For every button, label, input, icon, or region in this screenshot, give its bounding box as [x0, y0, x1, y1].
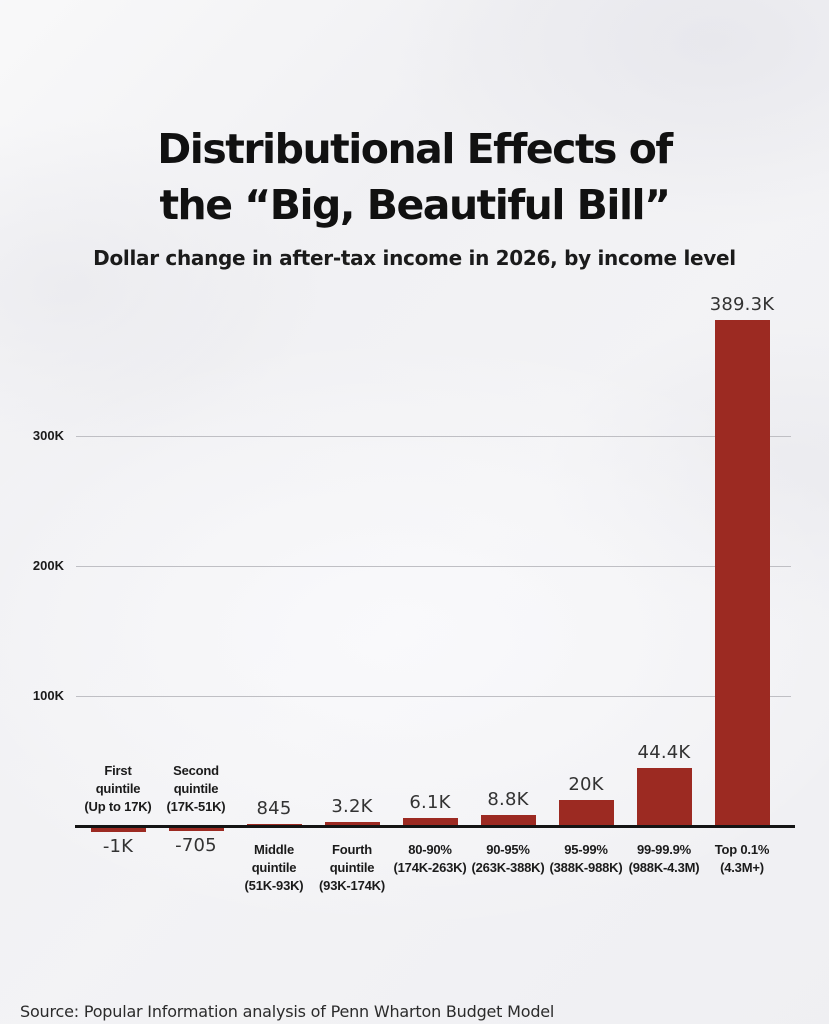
bar-category-label-line: Second — [173, 763, 219, 778]
bar-category-label-line: (93K-174K) — [319, 878, 385, 893]
bar-value-label: -705 — [175, 835, 217, 856]
bar-category-label: 95-99% (388K-988K) — [531, 841, 641, 877]
bar-category-label: First quintile (Up to 17K) — [63, 762, 173, 816]
bar-category-label-line: (Up to 17K) — [84, 799, 152, 814]
bar-category-label-line: (174K-263K) — [393, 860, 467, 875]
bar-category-label: 99-99.9% (988K-4.3M) — [609, 841, 719, 877]
gridline — [76, 696, 791, 697]
bar-category-label-line: quintile — [95, 781, 141, 796]
gridline — [76, 436, 791, 437]
bar-category-label-line: (263K-388K) — [471, 860, 545, 875]
bar — [324, 822, 380, 826]
bar-value-label: 3.2K — [331, 796, 373, 817]
bar-category-label-line: Middle — [254, 842, 294, 857]
bar-category-label-line: (4.3M+) — [720, 860, 764, 875]
bar-category-label: Second quintile (17K-51K) — [141, 762, 251, 816]
bar-category-label-line: (51K-93K) — [244, 878, 304, 893]
bar-value-label: -1K — [102, 836, 134, 857]
x-axis-line — [75, 825, 795, 828]
bar-value-label: 44.4K — [637, 742, 691, 763]
bar-value-label: 6.1K — [409, 792, 451, 813]
bar-value-label: 389.3K — [709, 294, 775, 315]
chart-title-line2: the “Big, Beautiful Bill” — [159, 181, 671, 230]
bar — [558, 800, 614, 826]
bar — [714, 320, 770, 826]
bar — [480, 815, 536, 826]
bar-category-label: Fourth quintile (93K-174K) — [297, 841, 407, 895]
bar-category-label-line: quintile — [329, 860, 375, 875]
bar-category-label-line: (17K-51K) — [166, 799, 226, 814]
bar-category-label-line: 80-90% — [408, 842, 452, 857]
bar — [636, 768, 692, 826]
bar — [90, 828, 146, 832]
bar-category-label-line: (988K-4.3M) — [628, 860, 700, 875]
bar — [168, 828, 224, 831]
bar-category-label: Top 0.1% (4.3M+) — [687, 841, 797, 877]
bar-category-label-line: First — [104, 763, 132, 778]
bar-value-label: 845 — [256, 798, 292, 819]
bar-value-label: 8.8K — [487, 789, 529, 810]
chart-title-line1: Distributional Effects of — [157, 125, 673, 174]
y-axis-tick-label: 100K — [32, 688, 64, 703]
bar-value-label: 20K — [568, 774, 604, 795]
bar-category-label-line: (388K-988K) — [549, 860, 623, 875]
bar-category-label: 80-90% (174K-263K) — [375, 841, 485, 877]
gridline — [76, 566, 791, 567]
bar-category-label-line: 90-95% — [486, 842, 530, 857]
chart-title: Distributional Effects of the “Big, Beaut… — [0, 121, 829, 233]
bar-category-label: 90-95% (263K-388K) — [453, 841, 563, 877]
bar-category-label-line: 95-99% — [564, 842, 608, 857]
chart-subtitle: Dollar change in after-tax income in 202… — [93, 246, 736, 270]
bar-category-label-line: quintile — [251, 860, 297, 875]
bar-category-label: Middle quintile (51K-93K) — [219, 841, 329, 895]
y-axis-tick-label: 300K — [32, 428, 64, 443]
bar-category-label-line: Fourth — [332, 842, 372, 857]
bar-category-label-line: 99-99.9% — [636, 842, 692, 857]
y-axis-tick-label: 200K — [32, 558, 64, 573]
source-note: Source: Popular Information analysis of … — [20, 1002, 555, 1021]
bar-category-label-line: quintile — [173, 781, 219, 796]
bar-category-label-line: Top 0.1% — [714, 842, 770, 857]
bar — [402, 818, 458, 826]
